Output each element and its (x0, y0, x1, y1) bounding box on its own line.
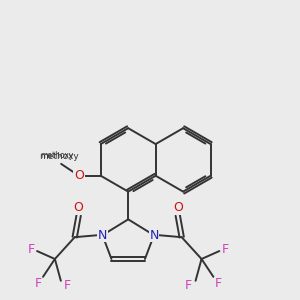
Text: F: F (215, 277, 222, 290)
Text: F: F (222, 243, 229, 256)
Text: N: N (149, 229, 159, 242)
Text: N: N (98, 229, 107, 242)
Text: O: O (74, 201, 84, 214)
Text: O: O (173, 201, 183, 214)
Text: methoxy: methoxy (39, 152, 79, 161)
Text: methoxy: methoxy (40, 152, 74, 160)
Text: F: F (34, 277, 42, 290)
Text: O: O (74, 169, 84, 182)
Text: F: F (28, 243, 35, 256)
Text: F: F (185, 279, 192, 292)
Text: F: F (64, 279, 71, 292)
